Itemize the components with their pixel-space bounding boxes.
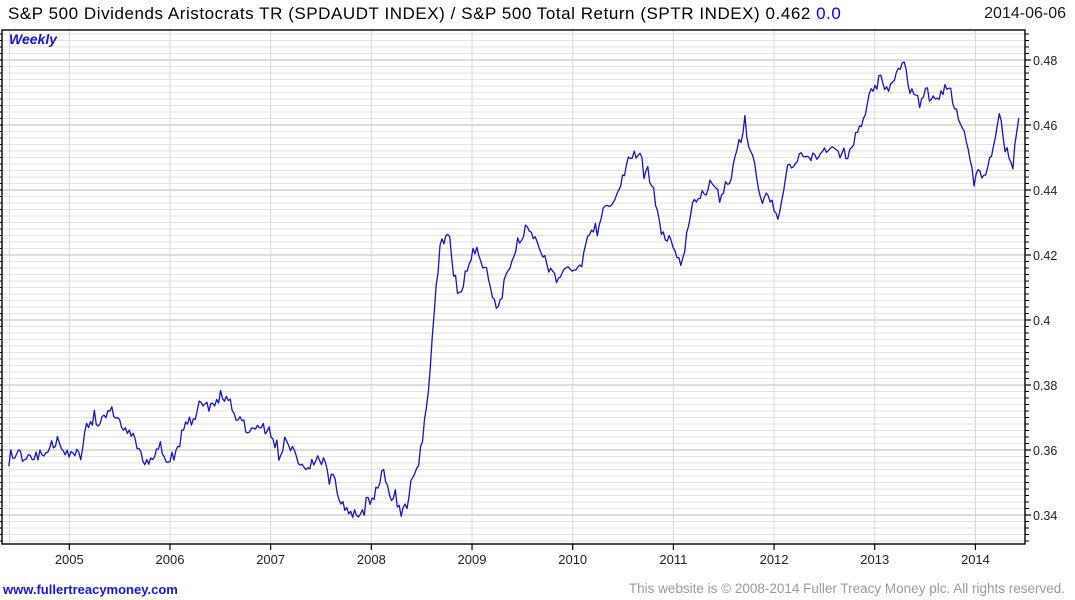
svg-text:2007: 2007 <box>256 552 285 567</box>
svg-text:2010: 2010 <box>558 552 587 567</box>
svg-text:0.34: 0.34 <box>1033 509 1057 523</box>
svg-text:0.48: 0.48 <box>1033 54 1057 68</box>
svg-text:2014: 2014 <box>961 552 990 567</box>
svg-text:0.44: 0.44 <box>1033 184 1057 198</box>
svg-text:0.38: 0.38 <box>1033 379 1057 393</box>
svg-text:0.46: 0.46 <box>1033 119 1057 133</box>
svg-text:2005: 2005 <box>55 552 84 567</box>
svg-text:0.36: 0.36 <box>1033 444 1057 458</box>
svg-text:2013: 2013 <box>860 552 889 567</box>
svg-text:2006: 2006 <box>156 552 185 567</box>
svg-text:2008: 2008 <box>357 552 386 567</box>
svg-text:2012: 2012 <box>760 552 789 567</box>
svg-text:2009: 2009 <box>458 552 487 567</box>
svg-text:0.4: 0.4 <box>1033 314 1050 328</box>
svg-text:0.42: 0.42 <box>1033 249 1057 263</box>
svg-text:2011: 2011 <box>659 552 687 567</box>
